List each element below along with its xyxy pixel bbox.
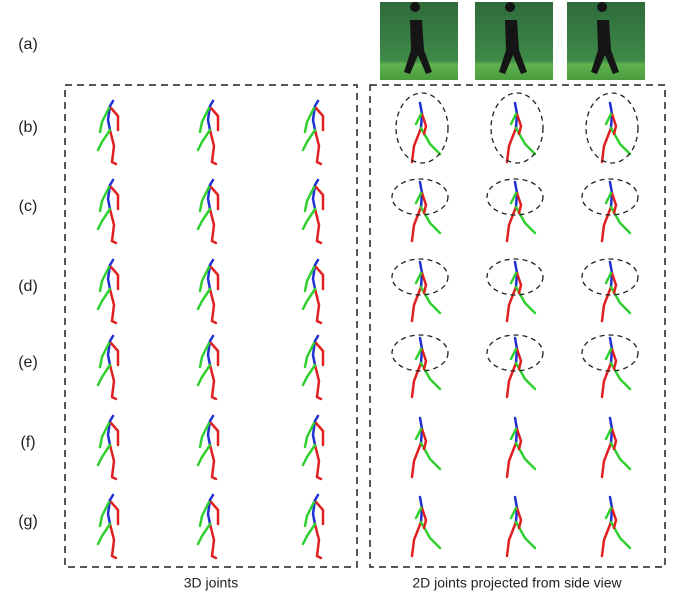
limb xyxy=(507,363,516,397)
limb xyxy=(211,343,218,365)
limb xyxy=(315,495,318,500)
limb xyxy=(210,289,216,323)
limb xyxy=(315,180,318,185)
limb xyxy=(412,207,421,241)
row-label: (g) xyxy=(18,513,38,530)
limb xyxy=(110,416,113,421)
limb xyxy=(211,502,218,524)
limb xyxy=(602,207,611,241)
limb xyxy=(316,187,323,209)
limb xyxy=(111,423,118,445)
limb xyxy=(316,423,323,445)
limb xyxy=(315,336,318,341)
limb xyxy=(210,180,213,185)
limb xyxy=(412,522,421,556)
row-label: (f) xyxy=(20,434,35,451)
limb xyxy=(111,267,118,289)
row-label: (d) xyxy=(18,278,38,295)
limb xyxy=(316,267,323,289)
limb xyxy=(110,101,113,106)
limb xyxy=(316,108,323,130)
figure: 3D joints 2D joints projected from side … xyxy=(0,0,677,600)
limb xyxy=(507,128,516,162)
limb xyxy=(110,495,113,500)
limb xyxy=(315,365,321,399)
limb xyxy=(315,260,318,265)
limb xyxy=(111,343,118,365)
limb xyxy=(111,108,118,130)
limb xyxy=(110,260,113,265)
limb xyxy=(507,287,516,321)
limb xyxy=(412,287,421,321)
limb xyxy=(110,445,116,479)
limb xyxy=(315,209,321,243)
row-label: (e) xyxy=(18,354,38,371)
limb xyxy=(210,336,213,341)
right-box xyxy=(370,85,665,567)
limb xyxy=(110,524,116,558)
limb xyxy=(412,128,421,162)
limb xyxy=(507,207,516,241)
limb xyxy=(315,289,321,323)
limb xyxy=(110,130,116,164)
limb xyxy=(210,524,216,558)
limb xyxy=(210,365,216,399)
limb xyxy=(602,443,611,477)
limb xyxy=(211,423,218,445)
row-label: (c) xyxy=(19,198,38,215)
limb xyxy=(110,336,113,341)
limb xyxy=(602,363,611,397)
limb xyxy=(315,101,318,106)
limb xyxy=(210,495,213,500)
limb xyxy=(602,287,611,321)
row-label: (a) xyxy=(18,36,38,53)
limb xyxy=(210,416,213,421)
limb xyxy=(210,130,216,164)
limb xyxy=(210,101,213,106)
left-box xyxy=(65,85,357,567)
limb xyxy=(316,502,323,524)
limb xyxy=(412,443,421,477)
limb xyxy=(110,180,113,185)
limb xyxy=(110,289,116,323)
limb xyxy=(210,445,216,479)
caption: 3D joints xyxy=(184,575,238,591)
limb xyxy=(315,416,318,421)
limb xyxy=(110,365,116,399)
limb xyxy=(211,187,218,209)
limb xyxy=(111,187,118,209)
limb xyxy=(211,108,218,130)
limb xyxy=(315,524,321,558)
limb xyxy=(210,260,213,265)
caption: 2D joints projected from side view xyxy=(412,575,622,591)
row-label: (b) xyxy=(18,119,38,136)
limb xyxy=(602,522,611,556)
limb xyxy=(316,343,323,365)
limb xyxy=(210,209,216,243)
limb xyxy=(507,443,516,477)
limb xyxy=(211,267,218,289)
limb xyxy=(602,128,611,162)
limb xyxy=(315,130,321,164)
limb xyxy=(315,445,321,479)
limb xyxy=(111,502,118,524)
limb xyxy=(507,522,516,556)
limb xyxy=(412,363,421,397)
limb xyxy=(110,209,116,243)
